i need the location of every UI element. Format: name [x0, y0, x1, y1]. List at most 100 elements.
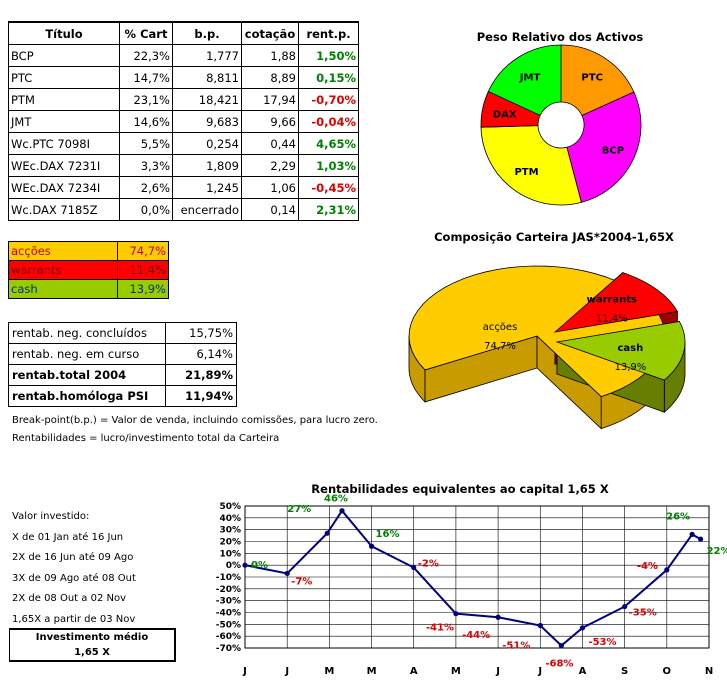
- investment-line: 2X de 08 Out a 02 Nov: [12, 593, 127, 604]
- y-tick-label: -10%: [216, 573, 241, 583]
- x-tick-label: J: [242, 666, 247, 677]
- data-label: 22%: [707, 546, 727, 557]
- allocation-row: warrants 11,4%: [8, 260, 169, 280]
- investment-line: 1,65X a partir de 03 Nov: [12, 613, 136, 625]
- y-tick-label: -30%: [216, 597, 241, 607]
- holding-rent: -0,45%: [298, 176, 359, 199]
- y-tick-label: 50%: [219, 502, 241, 512]
- series-point: [411, 564, 417, 571]
- data-label: -2%: [418, 559, 439, 570]
- donut-label: JMT: [519, 73, 541, 84]
- pie3d-chart: acções 74,7% warrants 11,4% cash 13,9%: [408, 265, 686, 430]
- allocation-value: 74,7%: [117, 241, 169, 261]
- holding-pct: 3,3%: [119, 154, 173, 177]
- y-tick-label: 30%: [219, 526, 241, 536]
- pie3d-label: cash: [617, 343, 643, 354]
- series-point: [242, 562, 248, 568]
- note-rentabilidades: Rentabilidades = lucro/investimento tota…: [12, 433, 280, 444]
- holding-bp: 8,811: [172, 66, 242, 89]
- returns-label: rentab. neg. em curso: [8, 343, 166, 365]
- series-point: [453, 611, 459, 617]
- donut-slice-bcp: [566, 91, 642, 203]
- x-tick-label: J: [537, 666, 542, 677]
- returns-value: 11,94%: [165, 385, 237, 407]
- holdings-table: Título % Cart b.p. cotação rent.p. BCP 22…: [8, 21, 359, 221]
- y-tick-label: -60%: [216, 632, 241, 642]
- series-point: [622, 603, 628, 610]
- donut-label: BCP: [602, 146, 624, 157]
- average-investment-box: Investimento médio 1,65 X: [9, 628, 176, 662]
- returns-value: 15,75%: [165, 322, 237, 344]
- y-tick-label: 40%: [219, 514, 241, 524]
- y-tick-label: -40%: [216, 609, 241, 619]
- average-investment-label: Investimento médio: [35, 632, 149, 643]
- y-tick-label: -20%: [216, 585, 241, 595]
- investment-line: 2X de 16 Jun até 09 Ago: [12, 552, 134, 563]
- x-tick-label: J: [284, 666, 289, 677]
- holding-pct: 23,1%: [119, 88, 173, 111]
- data-label: -44%: [462, 630, 490, 641]
- allocation-label: cash: [8, 279, 118, 299]
- y-tick-label: 10%: [219, 549, 241, 559]
- series-point: [664, 567, 670, 573]
- investment-heading: Valor investido:: [12, 511, 90, 522]
- holding-rent: -0,04%: [298, 110, 359, 133]
- series-point: [697, 536, 704, 542]
- holding-bp: 1,809: [172, 154, 242, 177]
- allocation-row: cash 13,9%: [8, 279, 169, 299]
- donut-slice-ptc: [560, 44, 635, 117]
- series-line: [244, 509, 702, 647]
- investment-line: X de 01 Jan até 16 Jun: [12, 531, 124, 543]
- investment-line: 3X de 09 Ago até 08 Out: [12, 572, 136, 584]
- line-chart-title: Rentabilidades equivalentes ao capital 1…: [311, 482, 609, 496]
- x-tick-label: S: [621, 666, 628, 677]
- donut-title: Peso Relativo dos Activos: [477, 30, 644, 44]
- holding-price: 0,14: [241, 198, 299, 221]
- holding-row: BCP 22,3% 1,777 1,88 1,50%: [8, 44, 359, 67]
- donut-label: PTM: [514, 167, 538, 178]
- holding-row: Wc.DAX 7185Z 0,0% encerrado 0,14 2,31%: [8, 198, 359, 221]
- series-point: [495, 614, 501, 620]
- pie3d-slice-1: [553, 272, 679, 333]
- data-label: -41%: [426, 623, 454, 634]
- data-label: -35%: [629, 608, 657, 619]
- series-point: [284, 570, 290, 577]
- line-chart: 50% 40% 30% 20%10% 0% -10% -20% -30% -40%-50% -60…: [216, 494, 727, 677]
- holding-bp: 18,421: [172, 88, 242, 111]
- data-label: 46%: [324, 494, 348, 505]
- holdings-header-row: Título % Cart b.p. cotação rent.p.: [8, 21, 359, 45]
- allocation-label: acções: [8, 241, 118, 261]
- x-tick-label: M: [451, 666, 461, 677]
- x-tick-label: N: [705, 666, 713, 677]
- investment-info: Valor investido: X de 01 Jan até 16 Jun …: [12, 507, 136, 630]
- data-label: -4%: [637, 561, 658, 572]
- allocation-label: warrants: [8, 260, 118, 280]
- y-tick-label: 0%: [226, 561, 241, 571]
- returns-table: rentab. neg. concluídos 15,75% rentab. neg…: [8, 322, 237, 407]
- y-tick-label: -50%: [216, 620, 241, 630]
- pie3d-value: 74,7%: [484, 341, 516, 352]
- x-tick-label: O: [663, 666, 672, 677]
- holding-row: WEc.DAX 7234I 2,6% 1,245 1,06 -0,45%: [8, 176, 359, 199]
- holding-row: PTM 23,1% 18,421 17,94 -0,70%: [8, 88, 359, 111]
- returns-label: rentab. neg. concluídos: [8, 322, 166, 344]
- holding-pct: 5,5%: [119, 132, 173, 155]
- holding-pct: 14,6%: [119, 110, 173, 133]
- x-tick-label: A: [579, 666, 587, 677]
- holding-rent: -0,70%: [298, 88, 359, 111]
- returns-value: 6,14%: [165, 343, 237, 365]
- holding-rent: 1,50%: [298, 44, 359, 67]
- holding-bp: encerrado: [172, 198, 242, 221]
- holding-pct: 0,0%: [119, 198, 173, 221]
- returns-row: rentab.total 2004 21,89%: [8, 364, 237, 386]
- holding-rent: 4,65%: [298, 132, 359, 155]
- pie3d-slice-2: [555, 321, 686, 381]
- data-label: -51%: [502, 641, 530, 652]
- pie3d-label: acções: [483, 322, 518, 333]
- holding-rent: 1,03%: [298, 154, 359, 177]
- series-point: [689, 531, 695, 538]
- series-point: [558, 643, 564, 649]
- y-tick-label: 20%: [219, 538, 241, 548]
- holding-row: PTC 14,7% 8,811 8,89 0,15%: [8, 66, 359, 89]
